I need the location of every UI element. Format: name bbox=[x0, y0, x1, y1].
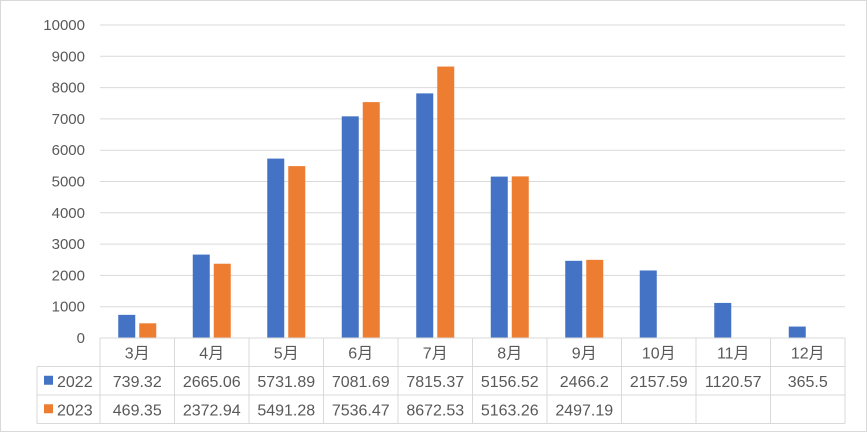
x-tick-label: 12月 bbox=[791, 345, 825, 362]
data-table: 3月 4月 5月 6月 7月 8月 9月 10月 11月 12月 2022 739.32 2665.06… bbox=[36, 337, 846, 424]
legend-label: 2022 bbox=[57, 374, 93, 391]
data-label: 365.5 bbox=[788, 374, 828, 391]
x-tick-label: 10月 bbox=[642, 345, 676, 362]
y-tick-label: 9000 bbox=[52, 48, 85, 65]
bar-2023-8月 bbox=[511, 176, 529, 338]
x-tick-label: 5月 bbox=[274, 345, 299, 362]
bar-2022-10月 bbox=[639, 270, 657, 338]
bar-2022-4月 bbox=[192, 254, 210, 338]
bar-2022-6月 bbox=[341, 116, 359, 338]
x-tick-label: 4月 bbox=[199, 345, 224, 362]
data-label: 7081.69 bbox=[332, 374, 390, 391]
data-label: 5163.26 bbox=[481, 402, 539, 419]
y-tick-label: 0 bbox=[77, 330, 85, 347]
bar-2023-4月 bbox=[213, 263, 231, 338]
data-label: 2157.59 bbox=[630, 374, 688, 391]
data-label: 2372.94 bbox=[183, 402, 241, 419]
y-tick-label: 5000 bbox=[52, 174, 85, 191]
data-label: 7815.37 bbox=[406, 374, 464, 391]
y-tick-label: 3000 bbox=[52, 236, 85, 253]
y-tick-label: 8000 bbox=[52, 80, 85, 97]
x-tick-label: 11月 bbox=[717, 345, 750, 362]
bar-2023-9月 bbox=[586, 259, 604, 338]
y-tick-label: 10000 bbox=[43, 17, 85, 34]
y-axis: 0 1000 2000 3000 4000 5000 6000 7000 8000 9000 100… bbox=[43, 17, 85, 347]
y-tick-label: 4000 bbox=[52, 205, 85, 222]
data-label: 5731.89 bbox=[257, 374, 315, 391]
y-tick-label: 6000 bbox=[52, 142, 85, 159]
x-tick-label: 6月 bbox=[348, 345, 373, 362]
legend-key-2023 bbox=[44, 404, 53, 414]
data-label: 739.32 bbox=[113, 374, 162, 391]
legend-key-2022 bbox=[44, 375, 53, 385]
bars bbox=[118, 66, 806, 339]
data-label: 2466.2 bbox=[560, 374, 609, 391]
bar-2022-11月 bbox=[714, 302, 732, 338]
bar-2023-5月 bbox=[288, 166, 306, 338]
y-tick-label: 1000 bbox=[52, 299, 85, 316]
data-label: 2665.06 bbox=[183, 374, 241, 391]
data-label: 469.35 bbox=[113, 402, 162, 419]
bar-2022-9月 bbox=[565, 260, 583, 338]
bar-2022-7月 bbox=[416, 93, 434, 338]
x-tick-label: 7月 bbox=[423, 345, 448, 362]
bar-2023-6月 bbox=[362, 102, 380, 338]
data-label: 1120.57 bbox=[705, 374, 762, 391]
x-tick-label: 8月 bbox=[497, 345, 522, 362]
bar-2022-3月 bbox=[118, 314, 136, 338]
bar-2022-8月 bbox=[490, 176, 508, 338]
data-label: 2497.19 bbox=[555, 402, 613, 419]
x-tick-label: 3月 bbox=[125, 345, 150, 362]
gridlines bbox=[100, 24, 845, 308]
y-tick-label: 2000 bbox=[52, 267, 85, 284]
data-label: 7536.47 bbox=[332, 402, 390, 419]
data-label: 5156.52 bbox=[481, 374, 539, 391]
legend-label: 2023 bbox=[57, 402, 93, 419]
data-label: 8672.53 bbox=[406, 402, 464, 419]
x-tick-label: 9月 bbox=[572, 345, 597, 362]
bar-2022-12月 bbox=[788, 326, 806, 338]
y-tick-label: 7000 bbox=[52, 111, 85, 128]
bar-2022-5月 bbox=[267, 158, 285, 338]
bar-2023-7月 bbox=[437, 66, 455, 339]
bar-2023-3月 bbox=[139, 323, 157, 338]
data-label: 5491.28 bbox=[257, 402, 315, 419]
